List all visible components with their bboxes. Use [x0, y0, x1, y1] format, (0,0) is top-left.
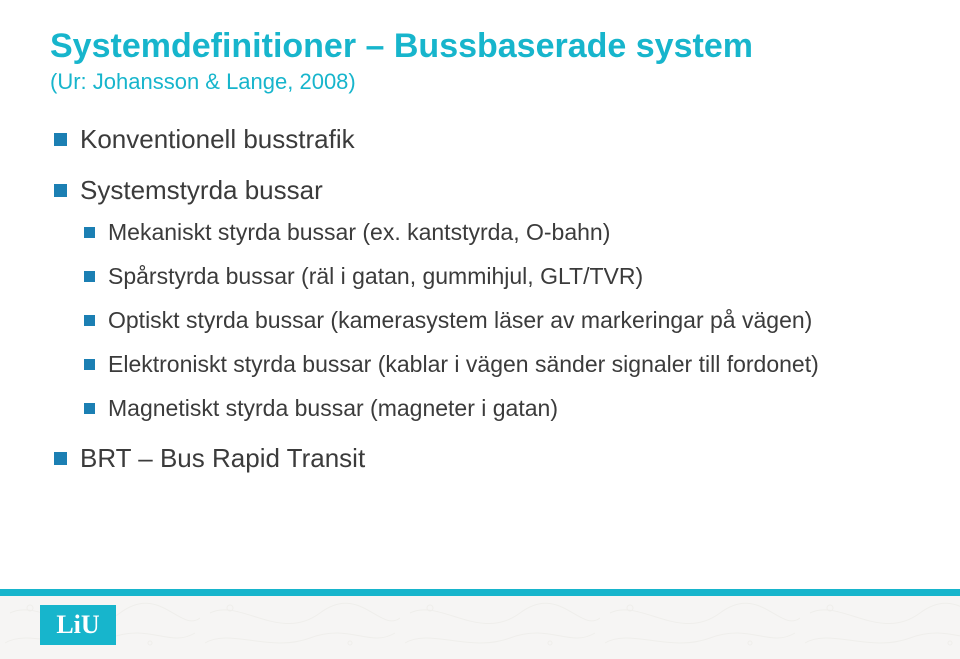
list-item-label: Optiskt styrda bussar (kamerasystem läse…: [108, 307, 812, 333]
list-item: Magnetiskt styrda bussar (magneter i gat…: [80, 394, 910, 424]
list-item-label: Systemstyrda bussar: [80, 175, 323, 205]
list-item: Systemstyrda bussar Mekaniskt styrda bus…: [50, 174, 910, 424]
footer-background: [0, 593, 960, 659]
list-item-label: Mekaniskt styrda bussar (ex. kantstyrda,…: [108, 219, 610, 245]
list-item-label: Magnetiskt styrda bussar (magneter i gat…: [108, 395, 558, 421]
list-item: Optiskt styrda bussar (kamerasystem läse…: [80, 306, 910, 336]
bullet-list-level2: Mekaniskt styrda bussar (ex. kantstyrda,…: [80, 218, 910, 423]
slide: Systemdefinitioner – Bussbaserade system…: [0, 0, 960, 659]
list-item-label: BRT – Bus Rapid Transit: [80, 443, 365, 473]
slide-footer: LiU: [0, 593, 960, 659]
footer-stripe: [0, 589, 960, 596]
slide-title: Systemdefinitioner – Bussbaserade system: [50, 28, 910, 65]
list-item: Konventionell busstrafik: [50, 123, 910, 156]
logo-text: LiU: [56, 610, 99, 640]
slide-subtitle: (Ur: Johansson & Lange, 2008): [50, 69, 910, 95]
bullet-list-level1: Konventionell busstrafik Systemstyrda bu…: [50, 123, 910, 474]
list-item: BRT – Bus Rapid Transit: [50, 442, 910, 475]
list-item-label: Spårstyrda bussar (räl i gatan, gummihju…: [108, 263, 643, 289]
logo-box: LiU: [40, 605, 116, 645]
list-item: Elektroniskt styrda bussar (kablar i väg…: [80, 350, 910, 380]
list-item: Spårstyrda bussar (räl i gatan, gummihju…: [80, 262, 910, 292]
list-item-label: Konventionell busstrafik: [80, 124, 355, 154]
list-item: Mekaniskt styrda bussar (ex. kantstyrda,…: [80, 218, 910, 248]
list-item-label: Elektroniskt styrda bussar (kablar i väg…: [108, 351, 819, 377]
